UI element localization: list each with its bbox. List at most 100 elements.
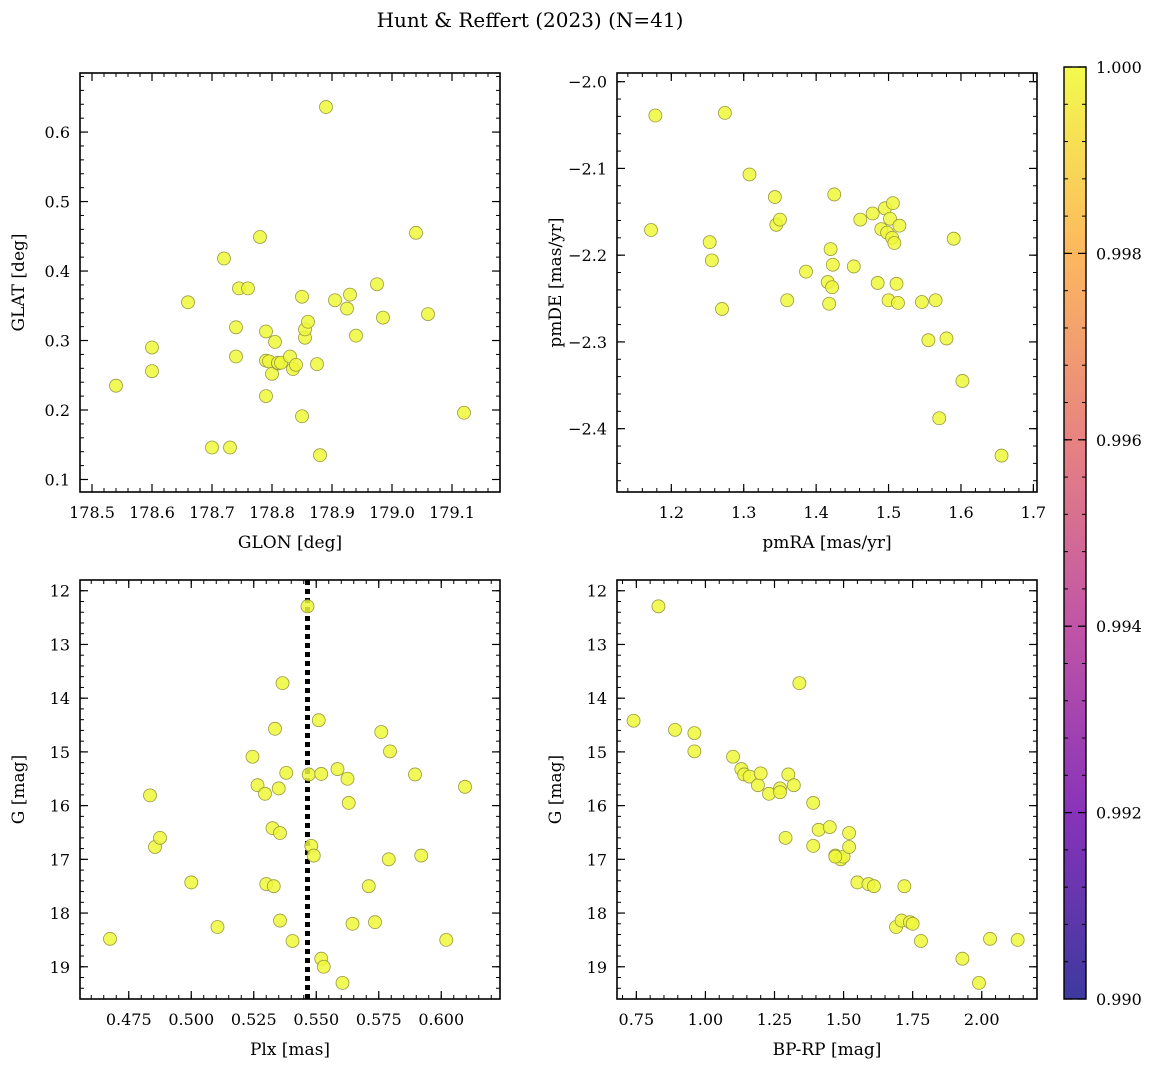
data-point	[301, 314, 315, 329]
data-point	[842, 840, 857, 854]
data-point	[258, 786, 272, 801]
x-tick-label: 1.6	[948, 503, 973, 522]
data-point	[870, 276, 885, 290]
x-tick-label: 179.1	[429, 503, 475, 522]
data-point	[806, 839, 821, 853]
data-point	[349, 328, 363, 343]
data-point	[892, 218, 907, 233]
data-point	[753, 766, 768, 781]
data-point	[145, 340, 159, 355]
y-tick-label: 16	[50, 797, 70, 816]
data-point	[905, 916, 920, 931]
data-point	[780, 293, 795, 308]
data-point	[229, 349, 243, 364]
x-tick-label: 0.500	[168, 1010, 214, 1029]
axes-frame	[79, 72, 501, 493]
x-tick-label: 1.4	[803, 503, 828, 522]
y-tick-label: 16	[587, 797, 607, 816]
y-tick-label: 0.3	[45, 332, 70, 351]
data-point	[994, 448, 1009, 463]
data-point	[828, 849, 843, 864]
data-point	[279, 765, 294, 780]
colorbar-tick-label: 0.996	[1096, 431, 1142, 450]
data-point	[914, 295, 929, 309]
y-tick-label: 15	[587, 743, 607, 762]
y-tick-label: 19	[50, 958, 70, 977]
data-point	[773, 785, 787, 800]
data-point	[383, 744, 397, 759]
data-point	[217, 251, 231, 266]
data-point	[842, 826, 857, 840]
data-point	[205, 440, 219, 455]
data-point	[648, 108, 663, 123]
data-point	[891, 295, 905, 310]
data-point	[300, 599, 315, 614]
colorbar-tick-label: 0.992	[1096, 804, 1142, 823]
y-tick-label: 15	[50, 743, 70, 762]
data-point	[145, 364, 159, 378]
data-point	[181, 295, 195, 310]
data-point	[103, 931, 117, 946]
data-point	[265, 366, 279, 381]
data-point	[867, 879, 881, 894]
data-point	[932, 411, 947, 426]
data-point	[887, 236, 902, 250]
data-point	[319, 100, 333, 114]
data-point	[409, 225, 423, 240]
figure-title: Hunt & Reffert (2023) (N=41)	[377, 8, 684, 32]
data-point	[241, 281, 255, 296]
x-tick-label: 1.2	[659, 503, 684, 522]
data-point	[668, 722, 682, 737]
data-point	[408, 767, 422, 782]
x-axis-label: BP-RP [mag]	[773, 1040, 882, 1060]
data-point	[340, 771, 355, 786]
panel-top-left: 178.5 178.6 178.7 178.8 178.9 179.0 179.1 0.1 0.…	[9, 72, 501, 553]
data-point	[626, 713, 641, 728]
data-point	[955, 951, 970, 966]
y-tick-label: 17	[587, 850, 607, 869]
data-point	[704, 253, 719, 268]
data-point	[946, 231, 961, 246]
data-point	[229, 320, 243, 335]
data-point	[381, 852, 396, 867]
data-point	[210, 920, 225, 934]
x-axis-label: GLON [deg]	[238, 533, 342, 553]
y-tick-label: 0.6	[45, 123, 70, 142]
x-tick-label: 0.550	[293, 1010, 339, 1029]
data-point	[313, 448, 327, 463]
data-point	[439, 933, 454, 947]
x-tick-label: 178.7	[189, 503, 235, 522]
data-point	[268, 721, 282, 736]
panel-bottom-right: 0.75 1.00 1.25 1.50 1.75 2.00 12 13 14 15 16 17 18 19…	[546, 579, 1038, 1060]
colorbar-tick-label: 0.990	[1096, 990, 1142, 1009]
colorbar-tick-label: 0.994	[1096, 617, 1142, 636]
data-point	[914, 934, 928, 948]
data-point	[266, 879, 281, 894]
y-tick-label: 0.2	[45, 401, 70, 420]
y-tick-label: 14	[50, 689, 70, 708]
data-point	[846, 259, 861, 274]
data-point	[651, 599, 666, 614]
data-point	[1010, 933, 1025, 947]
data-point	[306, 848, 321, 863]
y-tick-label: 13	[587, 635, 607, 654]
data-point	[374, 725, 389, 739]
data-point	[285, 934, 300, 948]
data-point	[457, 405, 471, 420]
y-tick-label: −2.2	[568, 246, 607, 265]
data-point	[414, 848, 429, 863]
y-tick-label: −2.1	[568, 159, 607, 178]
y-axis-label: GLAT [deg]	[9, 233, 29, 331]
data-point	[341, 796, 356, 810]
x-tick-label: 178.6	[129, 503, 175, 522]
x-tick-label: 1.7	[1021, 503, 1046, 522]
data-point	[644, 223, 658, 237]
data-point	[822, 296, 837, 311]
axes-frame	[616, 579, 1038, 1000]
data-point	[799, 264, 813, 279]
data-point	[328, 293, 342, 308]
data-point	[335, 975, 350, 990]
y-axis-label: G [mag]	[546, 755, 566, 824]
data-point	[343, 287, 357, 302]
